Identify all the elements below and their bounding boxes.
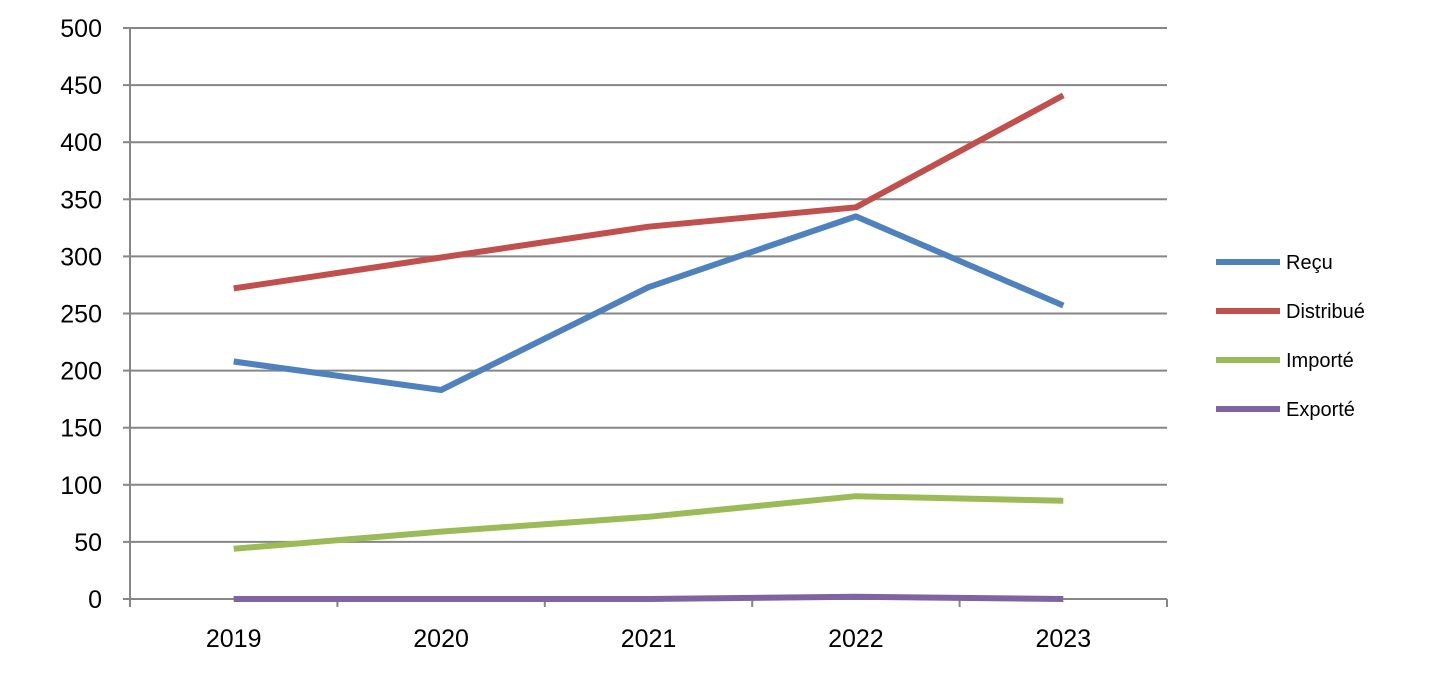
series-line-recu (233, 213, 1065, 393)
y-tick-label: 300 (60, 243, 102, 271)
legend: Reçu Distribué Importé Exporté (1216, 252, 1365, 421)
y-tick-label: 450 (60, 72, 102, 100)
y-axis-tick-labels: 0 50 100 150 200 250 300 350 400 450 500 (60, 15, 102, 614)
x-axis-tick-labels: 2019 2020 2021 2022 2023 (206, 625, 1091, 653)
axes (123, 27, 1168, 607)
series-lines (233, 92, 1065, 602)
y-tick-label: 250 (60, 301, 102, 329)
series-line-distribue (233, 92, 1065, 292)
y-tick-label: 200 (60, 358, 102, 386)
x-tick-label: 2019 (206, 625, 262, 653)
legend-label-exporte: Exporté (1286, 399, 1355, 421)
x-tick-label: 2023 (1035, 625, 1091, 653)
legend-label-importe: Importé (1286, 350, 1354, 372)
series-line-importe (233, 493, 1064, 552)
legend-label-distribue: Distribué (1286, 301, 1365, 323)
y-tick-label: 100 (60, 472, 102, 500)
y-tick-label: 500 (60, 15, 102, 43)
y-tick-label: 150 (60, 415, 102, 443)
y-tick-label: 0 (88, 586, 102, 614)
x-tick-label: 2020 (413, 625, 469, 653)
x-tick-label: 2021 (621, 625, 677, 653)
y-tick-label: 400 (60, 129, 102, 157)
legend-label-recu: Reçu (1286, 252, 1333, 274)
y-tick-label: 50 (74, 529, 102, 557)
series-line-exporte (233, 593, 1064, 602)
x-tick-label: 2022 (828, 625, 884, 653)
y-tick-label: 350 (60, 186, 102, 214)
